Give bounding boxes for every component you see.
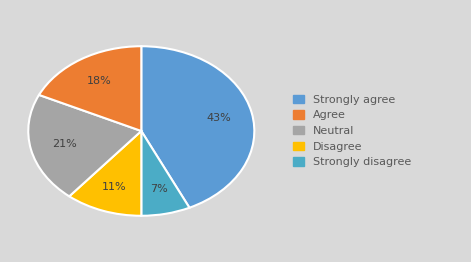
Wedge shape [141, 131, 189, 216]
Text: 7%: 7% [150, 184, 167, 194]
Text: 18%: 18% [87, 76, 111, 86]
Legend: Strongly agree, Agree, Neutral, Disagree, Strongly disagree: Strongly agree, Agree, Neutral, Disagree… [288, 90, 415, 172]
Wedge shape [28, 95, 141, 196]
Text: 11%: 11% [102, 182, 127, 192]
Text: 21%: 21% [52, 139, 76, 149]
Wedge shape [69, 131, 141, 216]
Text: 43%: 43% [206, 113, 231, 123]
Wedge shape [141, 46, 254, 208]
Wedge shape [39, 46, 141, 131]
